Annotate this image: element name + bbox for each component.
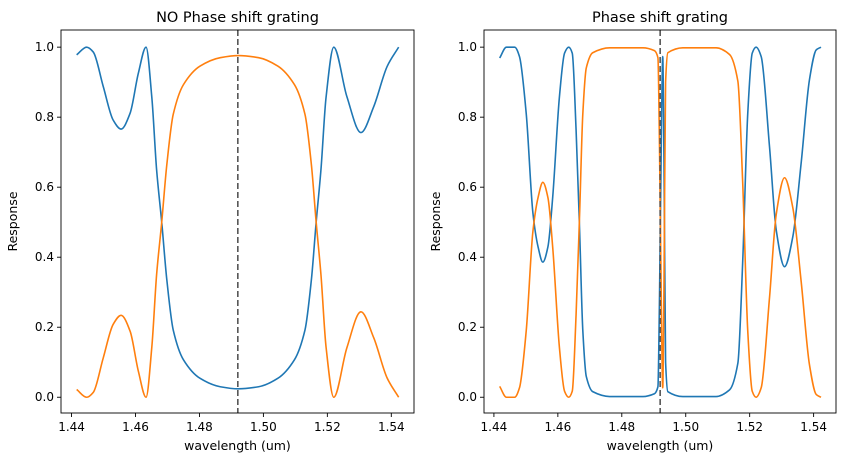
x-tick-label: 1.46 [544, 420, 571, 434]
y-tick-label: 0.2 [458, 320, 477, 334]
chart-title: NO Phase shift grating [156, 10, 319, 26]
y-tick-label: 0.6 [35, 180, 54, 194]
y-tick-label: 0.0 [458, 390, 477, 404]
x-tick-label: 1.52 [736, 420, 763, 434]
y-tick-label: 0.6 [458, 180, 477, 194]
y-tick-label: 0.8 [35, 110, 54, 124]
x-tick-label: 1.48 [186, 420, 213, 434]
x-tick-label: 1.48 [608, 420, 635, 434]
x-tick-label: 1.44 [481, 420, 508, 434]
x-axis-label: wavelength (um) [184, 438, 291, 453]
x-tick-label: 1.54 [800, 420, 827, 434]
y-tick-label: 1.0 [458, 40, 477, 54]
y-tick-label: 0.8 [458, 110, 477, 124]
axes-frame [60, 29, 415, 414]
x-tick-label: 1.44 [58, 420, 85, 434]
x-tick-label: 1.54 [378, 420, 405, 434]
y-tick-label: 0.2 [35, 320, 54, 334]
x-tick-label: 1.50 [250, 420, 277, 434]
y-tick-label: 0.0 [35, 390, 54, 404]
axes-frame [483, 29, 837, 414]
chart-title: Phase shift grating [592, 10, 728, 26]
x-tick-label: 1.50 [672, 420, 699, 434]
y-axis-label: Response [428, 191, 443, 251]
x-axis-label: wavelength (um) [607, 438, 714, 453]
x-tick-label: 1.52 [314, 420, 341, 434]
y-axis-label: Response [5, 191, 20, 251]
y-tick-label: 0.4 [35, 250, 54, 264]
x-tick-label: 1.46 [122, 420, 149, 434]
series-line-blue [76, 46, 400, 390]
panel-2: 1.44 1.46 1.48 1.50 1.52 1.54 0.0 0.2 0.4 0.6 0.8 1… [428, 10, 837, 453]
panel-1: 1.44 1.46 1.48 1.50 1.52 1.54 0.0 0.2 0.4 0.6 0.8 1… [5, 10, 415, 453]
y-tick-label: 0.4 [458, 250, 477, 264]
series-line-orange [76, 54, 400, 399]
y-tick-label: 1.0 [35, 40, 54, 54]
